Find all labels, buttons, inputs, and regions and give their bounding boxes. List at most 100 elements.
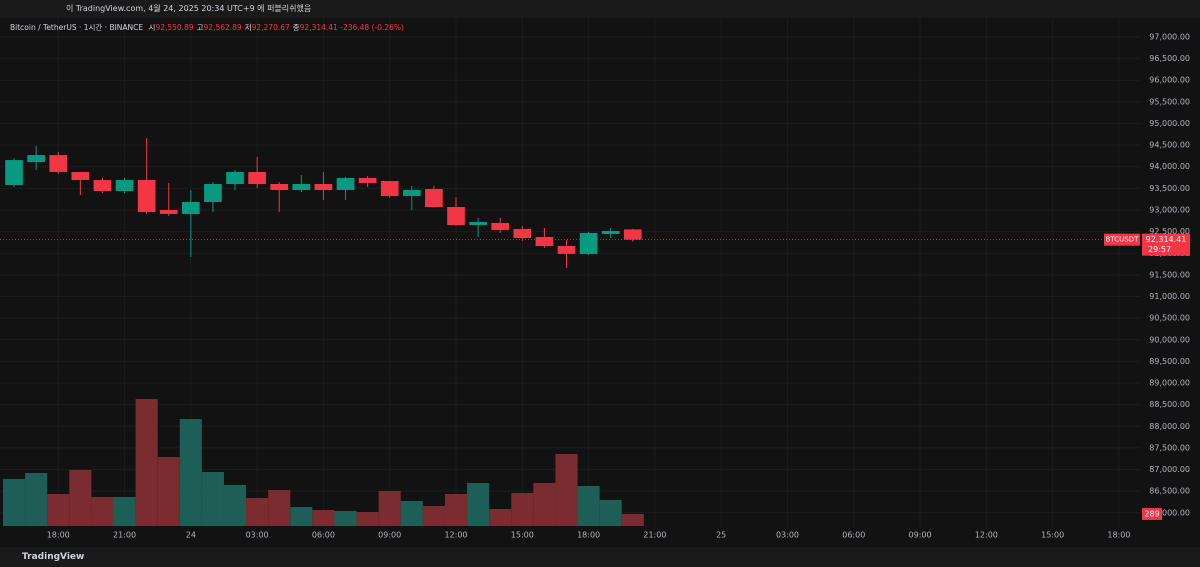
x-tick-label: 24	[186, 531, 196, 540]
y-tick-label: 95,000.00	[1149, 119, 1190, 128]
volume-bar	[467, 483, 490, 526]
volume-bar	[511, 493, 534, 526]
y-tick-label: 92,500.00	[1149, 227, 1190, 236]
candle-body	[601, 230, 620, 234]
chart: 86,000.00 86,500.00 87,000.00 87,500.00 88,0…	[0, 32, 1190, 540]
x-tick-label: 18:00	[1107, 531, 1130, 540]
legend: Bitcoin / TetherUS · 1시간 · BINANCE 시92,5…	[10, 22, 404, 33]
y-tick-label: 87,500.00	[1149, 443, 1190, 452]
legend-label: 고	[196, 23, 204, 32]
volume-box	[1142, 507, 1162, 520]
x-tick-label: 09:00	[909, 531, 932, 540]
volume-bar	[533, 483, 556, 526]
x-tick-label: 12:00	[975, 531, 998, 540]
volume-bar	[246, 498, 269, 526]
change: -236.48 (-0.26%)	[340, 23, 404, 32]
candle-body	[93, 180, 112, 192]
x-tick-label: 06:00	[842, 531, 865, 540]
volume-bar	[135, 399, 158, 526]
volume-bar	[25, 473, 48, 526]
legend-label: 종	[292, 23, 300, 32]
candle-body	[248, 172, 266, 185]
legend-items: 시92,550.89 고92,562.89 저92,270.67 종92,314.41	[146, 23, 338, 32]
candle-body	[115, 180, 134, 192]
volume-bar	[400, 501, 423, 526]
volume-bar	[621, 513, 644, 526]
candle-body	[49, 155, 68, 173]
candle-body	[535, 236, 554, 246]
y-tick-label: 88,000.00	[1149, 422, 1190, 431]
volume-bar	[113, 497, 136, 526]
legend-label: 시	[148, 23, 156, 32]
y-tick-label: 89,000.00	[1149, 379, 1190, 388]
y-tick-label: 89,500.00	[1149, 357, 1190, 366]
x-tick-label: 21:00	[113, 531, 136, 540]
x-tick-label: 12:00	[444, 531, 467, 540]
legend-value: 92,270.67	[251, 23, 290, 32]
candle-body	[292, 184, 311, 191]
symbol-label: BTCUSDT	[1106, 236, 1140, 244]
volume-bar	[378, 491, 401, 526]
y-tick-label: 87,000.00	[1149, 465, 1190, 474]
y-tick-label: 95,500.00	[1149, 97, 1190, 106]
volume-bar	[555, 454, 578, 526]
volume-bar	[290, 507, 313, 526]
volume-bar	[577, 486, 600, 526]
volume-bar	[47, 494, 70, 526]
symbol-box	[1104, 233, 1140, 246]
volume-bar	[599, 500, 622, 526]
volume-bar	[179, 419, 202, 526]
volume-bar	[157, 457, 180, 526]
y-tick-label: 96,500.00	[1149, 54, 1190, 63]
y-tick-label: 93,500.00	[1149, 184, 1190, 193]
candle-body	[623, 229, 642, 240]
candle-body	[579, 232, 598, 254]
countdown-label: 29:57	[1148, 245, 1171, 254]
x-tick-label: 18:00	[47, 531, 70, 540]
y-tick-label: 94,500.00	[1149, 141, 1190, 150]
y-tick-label: 94,000.00	[1149, 162, 1190, 171]
y-tick-label: 91,000.00	[1149, 292, 1190, 301]
candle-body	[71, 172, 90, 181]
x-tick-label: 06:00	[312, 531, 335, 540]
footer: TradingView	[0, 547, 1200, 567]
candle-body	[204, 184, 222, 203]
y-tick-label: 97,000.00	[1149, 32, 1190, 41]
volume-bar	[69, 470, 92, 526]
y-tick-label: 86,000.00	[1149, 508, 1190, 517]
legend-label: 저	[244, 23, 252, 32]
candle-body	[5, 160, 23, 186]
y-tick-label: 93,000.00	[1149, 206, 1190, 215]
x-tick-label: 18:00	[577, 531, 600, 540]
candle-body	[447, 207, 465, 226]
volume-bar	[422, 506, 445, 526]
candle-body	[181, 202, 200, 214]
x-tick-label: 03:00	[776, 531, 799, 540]
volume-bar	[356, 512, 379, 526]
legend-value: 92,562.89	[203, 23, 242, 32]
candle-body	[336, 177, 355, 191]
volume-bar	[489, 509, 512, 526]
x-tick-label: 03:00	[246, 531, 269, 540]
y-tick-label: 86,500.00	[1149, 487, 1190, 496]
x-tick-label: 09:00	[378, 531, 401, 540]
legend-value: 92,314.41	[299, 23, 338, 32]
x-tick-label: 21:00	[643, 531, 666, 540]
candle-body	[137, 180, 156, 212]
y-tick-label: 91,500.00	[1149, 270, 1190, 279]
chart-title: Bitcoin / TetherUS · 1시간 · BINANCE	[10, 23, 144, 32]
candle-body	[380, 181, 399, 197]
y-tick-label: 88,500.00	[1149, 400, 1190, 409]
volume-label: 289	[1144, 509, 1159, 518]
volume-bar	[91, 497, 114, 526]
volume-bar	[268, 490, 291, 526]
candle-body	[226, 172, 244, 185]
y-tick-label: 96,000.00	[1149, 76, 1190, 85]
volume-bar	[312, 510, 335, 526]
candle-body	[491, 222, 510, 230]
candle-body	[314, 184, 333, 191]
volume-bar	[223, 485, 247, 526]
volume-bar	[3, 479, 26, 526]
